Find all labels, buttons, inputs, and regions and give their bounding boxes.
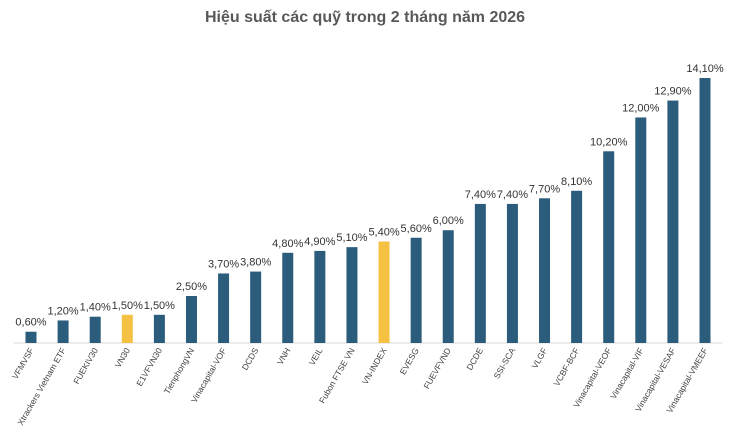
- value-label: 7,70%: [529, 183, 560, 195]
- bar: [474, 203, 486, 343]
- bar: [410, 237, 422, 343]
- x-tick-label: FUEKIV30: [71, 346, 100, 386]
- x-tick-label: Fubon FTSE VN: [317, 346, 357, 405]
- bar: [89, 316, 101, 343]
- value-label: 12,00%: [622, 102, 660, 114]
- x-tick-label: VCBF-BCF: [551, 346, 581, 388]
- x-tick-label: Vinacapital-VOF: [189, 346, 229, 404]
- bar: [378, 241, 390, 343]
- value-label: 3,70%: [208, 258, 239, 270]
- value-label: 1,50%: [144, 300, 175, 312]
- bar: [699, 78, 711, 343]
- x-tick-label: VNH: [275, 346, 293, 367]
- bar: [667, 100, 679, 343]
- value-label: 5,10%: [336, 232, 367, 244]
- value-label: 0,60%: [15, 317, 46, 329]
- x-tick-label: VLGF: [529, 346, 549, 370]
- bar: [153, 314, 165, 343]
- value-label: 6,00%: [433, 215, 464, 227]
- value-label: 5,40%: [368, 227, 399, 239]
- x-tick-label: DCDE: [464, 346, 485, 372]
- value-label: 14,10%: [686, 63, 724, 75]
- value-label: 1,50%: [112, 300, 143, 312]
- x-tick-label: TienphongVN: [162, 346, 196, 396]
- x-tick-label: Vinacapital-VIF: [608, 346, 645, 401]
- x-tick-label: SSI-SCA: [491, 346, 517, 381]
- value-label: 3,80%: [240, 257, 271, 269]
- bar: [185, 296, 197, 343]
- value-label: 7,40%: [497, 189, 528, 201]
- bar: [218, 273, 230, 343]
- value-label: 5,60%: [401, 223, 432, 235]
- x-tick-label: VN30: [113, 346, 132, 370]
- bar: [121, 314, 133, 343]
- value-label: 12,90%: [654, 86, 692, 98]
- bar: [25, 331, 37, 343]
- bar: [571, 190, 583, 343]
- bar: [506, 203, 518, 343]
- bar: [346, 247, 358, 343]
- chart-title: Hiệu suất các quỹ trong 2 tháng năm 2026: [205, 9, 525, 26]
- bar: [314, 250, 326, 343]
- bar: [282, 252, 294, 343]
- bar: [57, 320, 69, 343]
- value-label: 2,50%: [176, 281, 207, 293]
- value-label: 7,40%: [465, 189, 496, 201]
- value-label: 1,40%: [80, 302, 111, 314]
- value-label: 10,20%: [590, 136, 628, 148]
- bar: [250, 271, 262, 343]
- value-label: 4,90%: [304, 236, 335, 248]
- bar: [539, 198, 551, 343]
- x-tick-label: FUEVFVND: [421, 346, 453, 391]
- bar: [635, 117, 647, 344]
- bar: [442, 230, 454, 343]
- x-tick-label: EVESG: [398, 346, 421, 376]
- value-label: 1,20%: [47, 305, 78, 317]
- value-label: 4,80%: [272, 238, 303, 250]
- x-tick-label: VFMVSF: [10, 346, 36, 381]
- bar: [603, 151, 615, 343]
- x-tick-label: E1VFVN30: [134, 346, 164, 388]
- value-label: 8,10%: [561, 176, 592, 188]
- x-tick-label: VN-INDEX: [360, 346, 389, 386]
- x-tick-label: DCDS: [240, 346, 261, 372]
- x-tick-label: VEIL: [307, 346, 325, 367]
